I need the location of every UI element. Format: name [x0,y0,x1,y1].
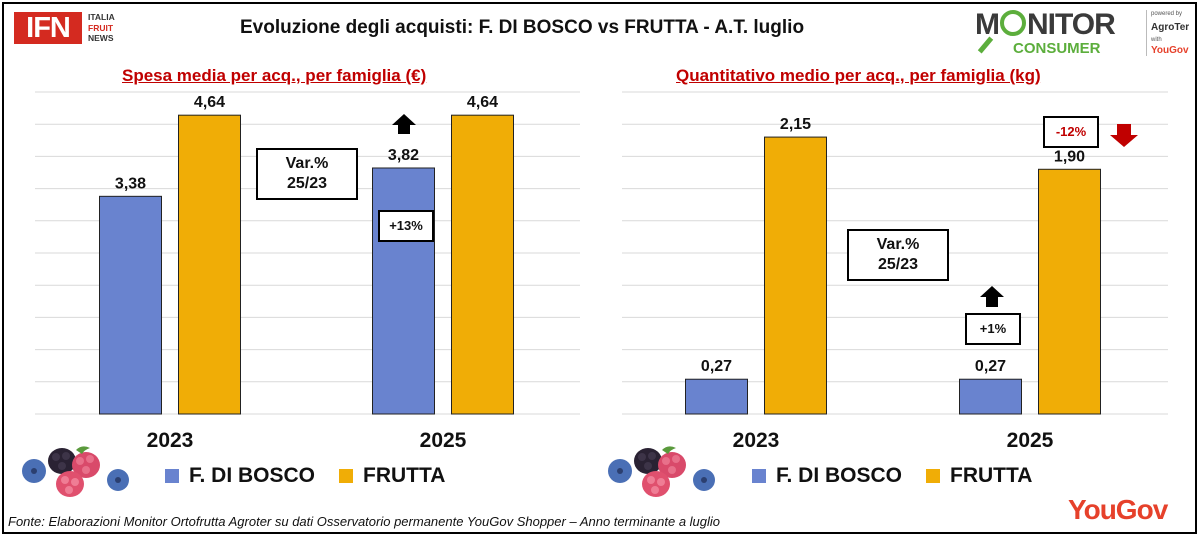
monitor-logo-sub: CONSUMER [1013,40,1101,57]
legend-swatch-bosco [165,469,179,483]
logo-agroter: AgroTer [1151,22,1190,33]
change-badge-chart-2-frutta: -12% [1043,116,1099,148]
chart-2: 0,27 2,15 2023 0,27 1,90 2025 [622,91,1168,452]
magnifier-icon [1000,10,1026,36]
change-badge-chart-1-bosco: +13% [378,210,434,242]
monitor-logo-rest: NITOR [1027,8,1116,41]
ifn-logo-mark: IFN [14,12,82,44]
data-label: 0,27 [701,358,732,375]
var-box-period: 25/23 [286,175,328,192]
legend-label-frutta: FRUTTA [950,464,1033,487]
legend-swatch-frutta [339,469,354,483]
bar-bosco-2025 [959,378,1022,415]
ifn-logo: IFN ITALIA FRUIT NEWS [14,12,142,50]
berries-icon [608,446,715,497]
berries-icon [22,446,129,497]
chart-1-title: Spesa media per acq., per famiglia (€) [122,66,427,85]
bar-frutta-2023 [764,136,827,415]
bar-frutta-2023 [178,114,241,415]
legend-swatch-frutta [926,469,941,483]
bar-bosco-2023 [685,378,748,415]
yougov-logo: YouGov [1068,494,1168,525]
legend-label-frutta: FRUTTA [363,464,446,487]
ifn-logo-line-2: FRUIT [88,22,114,33]
figure-title: Evoluzione degli acquisti: F. DI BOSCO v… [240,17,805,38]
monitor-consumer-logo: M NITOR CONSUMER powered by AgroTer with … [975,8,1190,68]
data-label: 0,27 [975,358,1006,375]
data-label: 1,90 [1054,148,1085,165]
ifn-logo-line-3: NEWS [88,33,114,43]
category-label: 2025 [420,429,467,452]
logo-yougov-small: YouGov [1151,45,1189,56]
monitor-logo-word: M NITOR [975,8,1116,41]
var-box-chart-1: Var.% 25/23 [256,148,358,200]
data-label: 2,15 [780,116,811,133]
category-label: 2025 [1007,429,1054,452]
source-note: Fonte: Elaborazioni Monitor Ortofrutta A… [8,514,721,529]
legend-chart-2: F. DI BOSCO FRUTTA [752,464,1032,488]
var-box-period: 25/23 [877,256,919,273]
chart-1: 3,38 4,64 2023 3,82 4,64 2025 [35,91,580,452]
data-label: 3,38 [115,175,146,192]
var-box-chart-2: Var.% 25/23 [847,229,949,281]
ifn-logo-line-1: ITALIA [88,12,115,22]
chart-2-title: Quantitativo medio per acq., per famigli… [676,66,1041,85]
logo-divider [1146,10,1147,56]
legend-chart-1: F. DI BOSCO FRUTTA [165,464,445,488]
var-box-label: Var.% [285,155,329,172]
legend-swatch-bosco [752,469,766,483]
bar-bosco-2023 [99,195,162,415]
data-label: 3,82 [388,147,419,164]
category-label: 2023 [147,429,194,452]
bar-frutta-2025 [1038,168,1101,415]
logo-with: with [1151,37,1162,43]
legend-label-bosco: F. DI BOSCO [189,464,316,487]
data-label: 4,64 [467,94,498,111]
change-badge-chart-2-bosco: +1% [965,313,1021,345]
var-box-label: Var.% [876,236,920,253]
bar-bosco-2025 [372,167,435,415]
category-label: 2023 [733,429,780,452]
bar-frutta-2025 [451,114,514,415]
logo-powered-by: powered by [1151,11,1183,17]
legend-label-bosco: F. DI BOSCO [776,464,903,487]
data-label: 4,64 [194,94,225,111]
ifn-logo-text: ITALIA FRUIT NEWS [88,12,115,44]
